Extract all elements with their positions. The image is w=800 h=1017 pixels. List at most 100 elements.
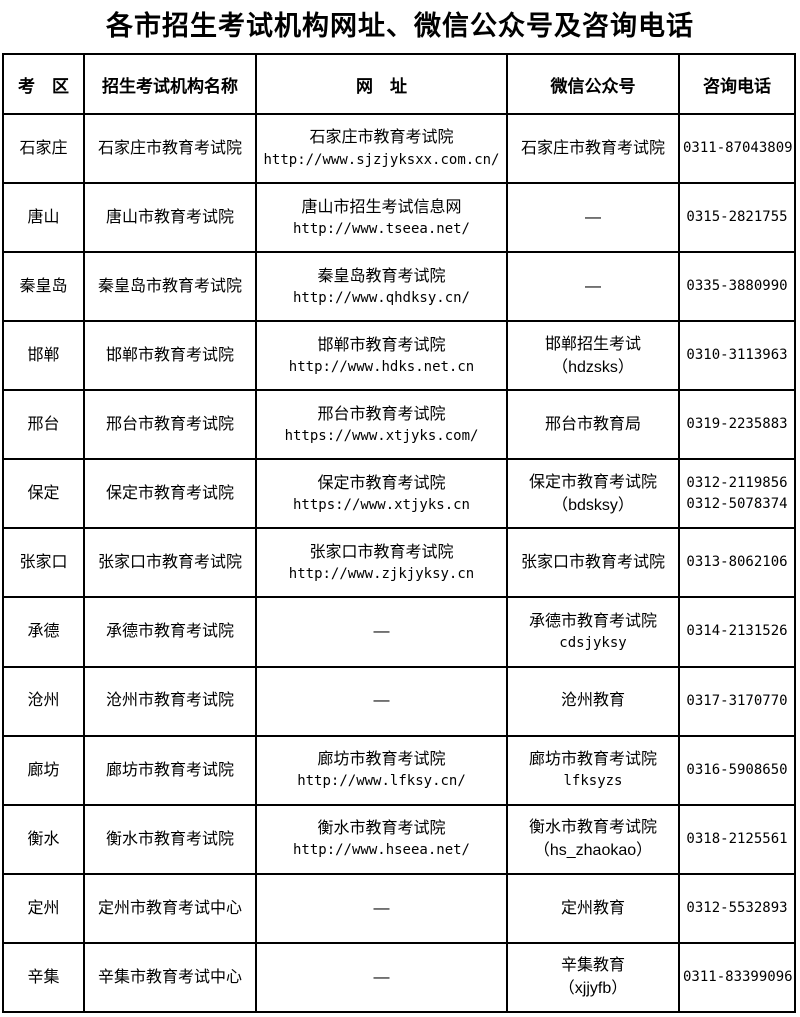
cell-wechat: 承德市教育考试院 cdsjyksy (506, 596, 680, 668)
cell-site: 廊坊市教育考试院 http://www.lfksy.cn/ (255, 734, 508, 806)
table-row: 石家庄 石家庄市教育考试院 石家庄市教育考试院 http://www.sjzjyksx… (2, 112, 796, 185)
cell-phone: 0314-2131526 (678, 596, 796, 668)
region-text: 辛集 (27, 968, 60, 986)
phone-text: 0312-2119856 (686, 474, 788, 491)
region-text: 唐山 (27, 209, 60, 226)
org-text: 邯郸市教育考试院 (105, 347, 234, 365)
table-row: 廊坊 廊坊市教育考试院 廊坊市教育考试院 http://www.lfksy.cn/廊坊… (2, 734, 796, 806)
cell-org: 辛集市教育考试中心 (83, 941, 257, 1014)
cell-region: 保定 (2, 458, 85, 530)
cell-org: 定州市教育考试中心 (83, 872, 257, 944)
site-text: 石家庄市教育考试院 (309, 129, 454, 147)
site-text: 秦皇岛教育考试院 (317, 267, 446, 285)
cell-phone: 0317-3170770 (678, 665, 796, 737)
cell-wechat: 邯郸招生考试 （hdzsks） (506, 320, 680, 392)
header-row: 考 区 招生考试机构名称 网 址 微信公众号 咨询电话 (2, 53, 796, 115)
site-text: 保定市教育考试院 (317, 474, 446, 492)
wechat-text: 辛集教育 (560, 957, 625, 975)
cell-site: 邯郸市教育考试院 http://www.hdks.net.cn (255, 320, 508, 392)
cell-phone: 0313-8062106 (678, 527, 796, 599)
cell-region: 沧州 (2, 665, 85, 737)
cell-phone: 0310-3113963 (678, 320, 796, 392)
org-text: 邢台市教育考试院 (105, 416, 234, 434)
cell-org: 廊坊市教育考试院 (83, 734, 257, 806)
table-row: 承德 承德市教育考试院 — 承德市教育考试院 cdsjyksy 0314-2131526 (2, 596, 796, 668)
site-text: 衡水市教育考试院 (317, 820, 446, 838)
cell-wechat: 沧州教育 (506, 665, 680, 737)
cell-org: 承德市教育考试院 (83, 596, 257, 668)
exam-authority-table: 考 区 招生考试机构名称 网 址 微信公众号 咨询电话 石家庄 石家庄市教育考试院… (2, 53, 796, 1014)
cell-org: 邢台市教育考试院 (83, 389, 257, 461)
cell-region: 定州 (2, 872, 85, 944)
cell-site: — (255, 941, 508, 1014)
site-text: http://www.hdks.net.cn (288, 358, 475, 375)
phone-text: 0311-87043809 (683, 140, 793, 157)
site-text: — (373, 692, 390, 710)
org-text: 唐山市教育考试院 (105, 209, 234, 226)
wechat-text: （hdzsks） (552, 358, 634, 376)
site-text: — (373, 899, 390, 917)
site-text: http://www.sjzjyksxx.com.cn/ (263, 151, 500, 168)
site-text: http://www.lfksy.cn/ (297, 773, 466, 790)
site-text: https://www.xtjyks.com/ (284, 427, 479, 444)
cell-wechat: — (506, 182, 680, 254)
region-text: 石家庄 (19, 139, 68, 157)
region-text: 承德 (27, 623, 60, 641)
phone-text: 0317-3170770 (686, 692, 788, 709)
site-text: http://www.zjkjyksy.cn (288, 566, 475, 582)
cell-region: 辛集 (2, 941, 85, 1014)
cell-site: 张家口市教育考试院 http://www.zjkjyksy.cn (255, 527, 508, 599)
cell-site: 秦皇岛教育考试院 http://www.qhdksy.cn/ (255, 251, 508, 323)
cell-wechat: 廊坊市教育考试院 lfksyzs (506, 734, 680, 806)
table-row: 邯郸 邯郸市教育考试院 邯郸市教育考试院 http://www.hdks.net.cn… (2, 320, 796, 392)
wechat-text: — (585, 278, 601, 296)
region-text: 定州 (27, 899, 60, 917)
cell-region: 承德 (2, 596, 85, 668)
cell-phone: 0312-2119856 0312-5078374 (678, 458, 796, 530)
cell-region: 邢台 (2, 389, 85, 461)
cell-wechat: 石家庄市教育考试院 (506, 112, 680, 185)
wechat-text: 石家庄市教育考试院 (520, 139, 665, 157)
site-text: 唐山市招生考试信息网 (301, 198, 462, 216)
site-text: — (373, 968, 390, 986)
cell-wechat: 邢台市教育局 (506, 389, 680, 461)
org-text: 保定市教育考试院 (105, 485, 234, 503)
cell-phone: 0335-3880990 (678, 251, 796, 323)
cell-org: 秦皇岛市教育考试院 (83, 251, 257, 323)
wechat-text: lfksyzs (563, 773, 623, 790)
cell-phone: 0316-5908650 (678, 734, 796, 806)
table-row: 沧州 沧州市教育考试院 — 沧州教育 0317-3170770 (2, 665, 796, 737)
region-text: 沧州 (27, 692, 60, 710)
cell-org: 邯郸市教育考试院 (83, 320, 257, 392)
cell-org: 唐山市教育考试院 (83, 182, 257, 254)
cell-region: 唐山 (2, 182, 85, 254)
wechat-text: 廊坊市教育考试院 (528, 751, 657, 768)
table-row: 辛集 辛集市教育考试中心 — 辛集教育 （xjjyfb） 0311-83399096 (2, 941, 796, 1014)
phone-text: 0316-5908650 (686, 761, 788, 778)
wechat-text: 定州教育 (560, 899, 625, 917)
cell-phone: 0315-2821755 (678, 182, 796, 254)
cell-wechat: 定州教育 (506, 872, 680, 944)
cell-phone: 0319-2235883 (678, 389, 796, 461)
wechat-text: 邢台市教育局 (544, 416, 641, 434)
table-row: 秦皇岛 秦皇岛市教育考试院 秦皇岛教育考试院 http://www.qhdksy.cn… (2, 251, 796, 323)
wechat-text: 张家口市教育考试院 (520, 554, 665, 572)
header-wechat: 微信公众号 (506, 53, 680, 115)
wechat-text: （hs_zhaokao） (533, 842, 653, 860)
phone-text: 0315-2821755 (686, 209, 788, 226)
wechat-text: — (585, 209, 601, 226)
cell-wechat: 衡水市教育考试院 （hs_zhaokao） (506, 803, 680, 875)
phone-text: 0312-5078374 (686, 495, 788, 512)
phone-text: 0310-3113963 (686, 347, 788, 364)
wechat-text: 承德市教育考试院 (528, 612, 657, 630)
site-text: 邯郸市教育考试院 (317, 336, 446, 354)
site-text: 廊坊市教育考试院 (317, 751, 446, 768)
cell-wechat: 辛集教育 （xjjyfb） (506, 941, 680, 1014)
cell-region: 邯郸 (2, 320, 85, 392)
site-text: 张家口市教育考试院 (309, 543, 454, 561)
region-text: 廊坊 (27, 761, 60, 779)
cell-site: — (255, 665, 508, 737)
cell-wechat: 张家口市教育考试院 (506, 527, 680, 599)
table-row: 张家口 张家口市教育考试院 张家口市教育考试院 http://www.zjkjyksy… (2, 527, 796, 599)
